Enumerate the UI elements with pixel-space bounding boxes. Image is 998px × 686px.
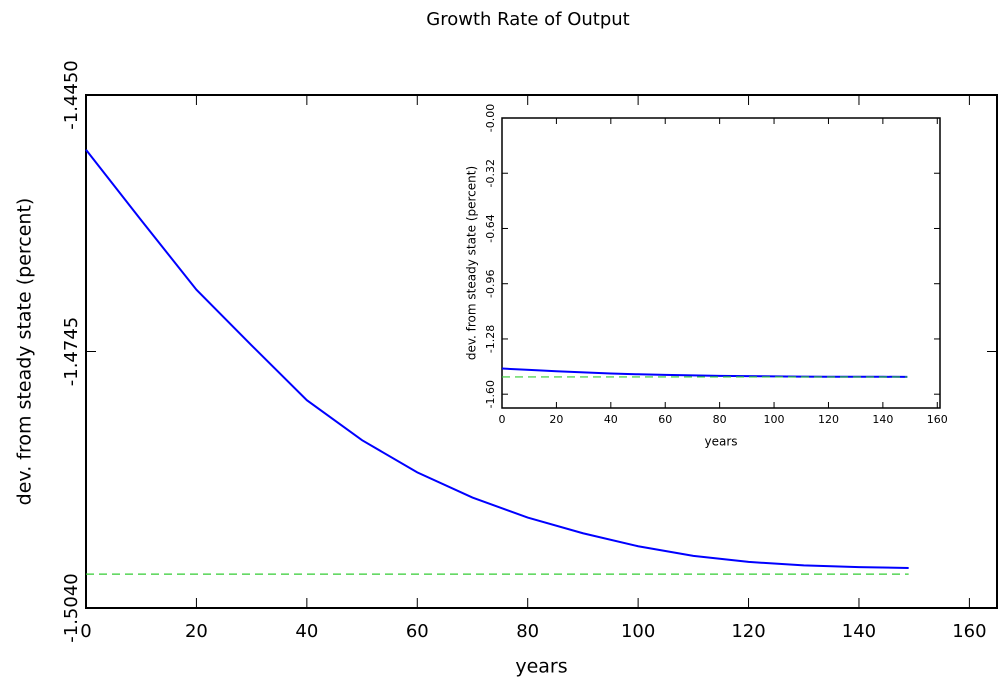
y-axis-label: dev. from steady state (percent) (465, 166, 479, 360)
x-tick-label: 160 (952, 621, 986, 642)
y-tick-label: -1.5040 (61, 573, 82, 642)
y-tick-label: -0.32 (484, 159, 497, 187)
x-tick-label: 20 (185, 621, 208, 642)
x-tick-label: 140 (842, 621, 876, 642)
x-tick-label: 60 (406, 621, 429, 642)
x-tick-label: 0 (499, 413, 506, 426)
x-axis-label: years (515, 656, 567, 678)
y-tick-label: -0.64 (484, 214, 497, 242)
x-tick-label: 100 (764, 413, 785, 426)
y-tick-label: -1.60 (484, 380, 497, 408)
x-tick-label: 120 (731, 621, 765, 642)
x-tick-label: 100 (621, 621, 655, 642)
y-tick-label: -0.96 (484, 269, 497, 297)
y-tick-label: -1.4745 (61, 317, 82, 386)
y-tick-label: -1.28 (484, 325, 497, 353)
x-axis-label: years (704, 435, 737, 449)
x-tick-label: 20 (549, 413, 563, 426)
chart-title: Growth Rate of Output (426, 9, 629, 30)
x-tick-label: 80 (713, 413, 727, 426)
y-axis-label: dev. from steady state (percent) (14, 198, 36, 506)
data-line (501, 367, 908, 378)
x-tick-label: 0 (80, 621, 91, 642)
data-line (85, 149, 909, 570)
x-tick-label: 140 (872, 413, 893, 426)
plot-frame (501, 117, 941, 409)
x-tick-label: 160 (927, 413, 948, 426)
x-tick-label: 60 (658, 413, 672, 426)
y-tick-label: -1.4450 (61, 60, 82, 129)
x-tick-label: 80 (516, 621, 539, 642)
y-tick-label: -0.00 (484, 104, 497, 132)
x-tick-label: 120 (818, 413, 839, 426)
x-tick-label: 40 (604, 413, 618, 426)
x-tick-label: 40 (295, 621, 318, 642)
plot-frame (85, 94, 998, 609)
